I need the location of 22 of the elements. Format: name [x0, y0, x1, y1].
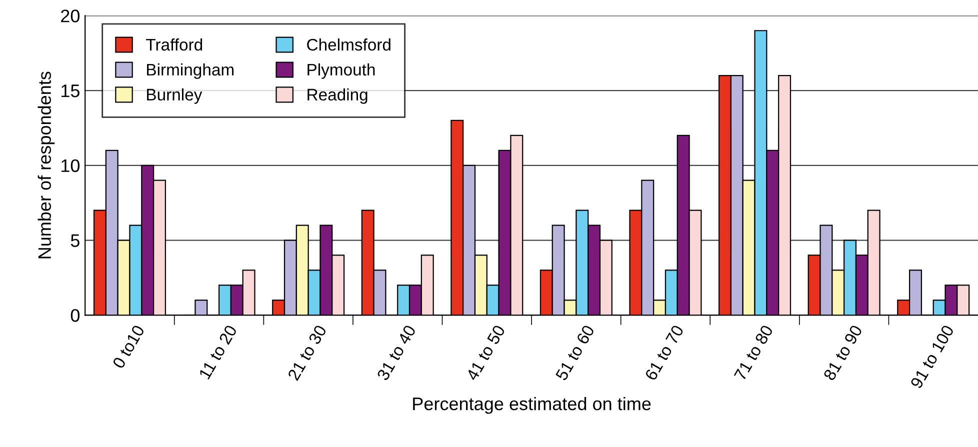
legend-label: Chelmsford [307, 38, 390, 51]
x-tick-label: 71 to 80 [734, 324, 774, 382]
x-tick-label: 41 to 50 [466, 324, 506, 382]
x-tick-label: 91 to 100 [910, 324, 954, 390]
legend-label: Burnley [147, 88, 202, 104]
y-tick-label: 0 [70, 309, 80, 322]
x-tick-label: 21 to 30 [287, 324, 327, 382]
y-tick-label: 15 [62, 84, 80, 98]
x-tick-label: 11 to 20 [198, 324, 238, 380]
x-tick-label: 81 to 90 [823, 324, 863, 382]
legend-label: Trafford [146, 38, 202, 51]
legend-label: Plymouth [308, 63, 375, 79]
y-tick-label: 20 [61, 10, 80, 22]
x-tick-label: 61 to 70 [644, 324, 684, 382]
y-tick-label: 5 [70, 234, 80, 247]
legend-label: Reading [308, 88, 368, 104]
legend-label: Birmingham [147, 63, 234, 79]
y-tick-label: 10 [62, 159, 80, 172]
x-tick-label: 31 to 40 [376, 324, 416, 382]
y-axis-title: Number of respondents [38, 72, 55, 258]
x-axis-title: Percentage estimated on time [413, 396, 651, 414]
x-tick-label: 51 to 60 [555, 324, 595, 382]
